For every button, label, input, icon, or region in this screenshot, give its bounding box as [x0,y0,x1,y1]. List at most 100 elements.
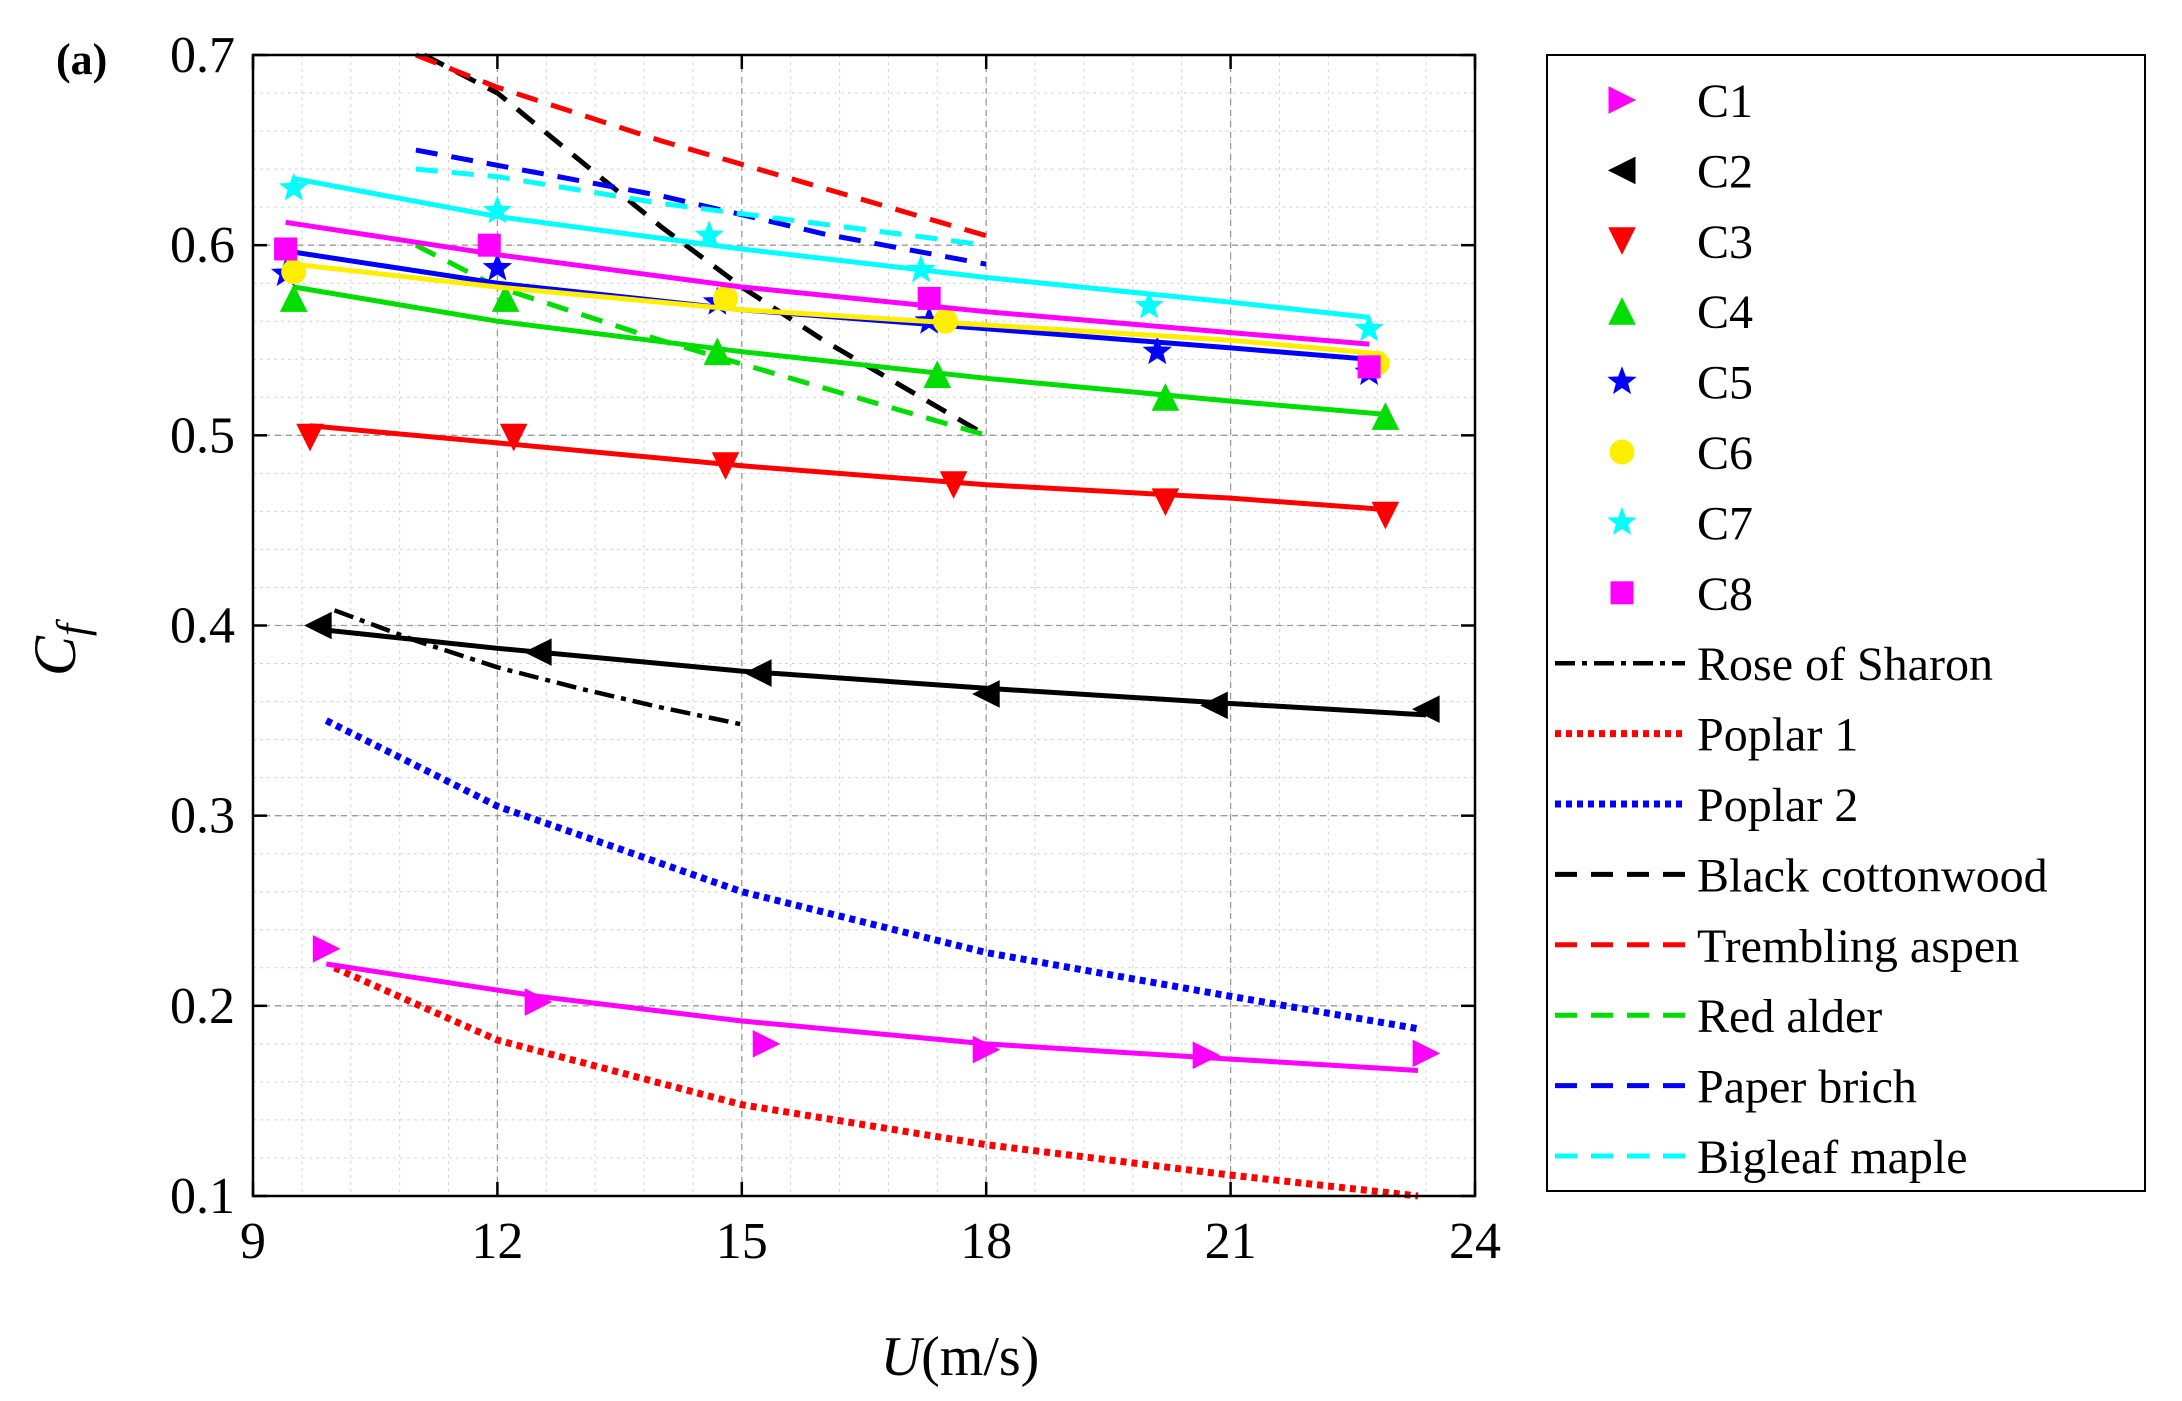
legend-label-c5: C5 [1697,357,1753,410]
series-line-c4 [293,284,1386,417]
legend-marker-c3 [1608,227,1636,255]
data-point-c3 [711,452,740,480]
data-point-c5 [1142,336,1172,365]
tick-labels: 9 12 15 18 21 24 0.1 0.2 0.3 0.4 0.5 0.6 0.7 [170,27,1501,1270]
data-point-c2 [1200,691,1228,720]
data-point-c7 [1354,313,1384,342]
y-tick-label: 0.2 [170,978,235,1035]
legend-marker-c5 [1607,366,1637,395]
series-line-trembling-aspen [414,52,987,239]
legend-label-rose-of-sharon: Rose of Sharon [1697,638,1993,691]
series-line-rose-of-sharon [333,608,743,727]
data-point-c2 [304,611,332,640]
series-black-cottonwood [422,52,988,438]
legend-label-bigleaf-maple: Bigleaf maple [1697,1131,1968,1184]
data-point-c4 [923,360,952,388]
legend-label-poplar-1: Poplar 1 [1697,709,1858,762]
legend-label-poplar-2: Poplar 2 [1697,779,1858,832]
series-c1 [312,934,1441,1073]
series-trembling-aspen [414,52,987,239]
legend-entry-poplar-1: Poplar 1 [1555,709,1858,762]
data-point-c2 [743,659,772,687]
series-c7 [279,172,1384,342]
legend-entry-black-cottonwood: Black cottonwood [1555,849,2048,902]
series-c6 [281,259,1390,376]
data-point-c8 [1357,355,1381,379]
legend-entry-c3: C3 [1608,216,1753,269]
series-bigleaf-maple [415,166,987,248]
data-point-c7 [906,254,936,283]
data-point-c1 [752,1030,781,1058]
legend-entry-c5: C5 [1607,357,1753,410]
series-c3 [296,423,1400,530]
legend-entry-rose-of-sharon: Rose of Sharon [1555,638,1993,691]
legend-label-black-cottonwood: Black cottonwood [1697,849,2048,902]
legend-marker-c1 [1608,86,1637,114]
series-line-c2 [317,626,1427,718]
legend-entry-paper-brich: Paper brich [1555,1061,1917,1114]
series-line-paper-brich [415,147,987,267]
data-point-c2 [524,638,552,666]
y-tick-label: 0.1 [170,1168,235,1225]
series-line-c7 [293,176,1370,320]
data-point-c8 [477,233,501,257]
legend-label-c7: C7 [1697,497,1753,550]
data-point-c6 [281,259,307,285]
x-axis-label-unit: (m/s) [921,1326,1039,1388]
x-axis-label: U(m/s) [881,1326,1040,1388]
legend-marker-c2 [1607,156,1636,185]
legend-entry-c6: C6 [1609,427,1753,480]
x-tick-label: 24 [1449,1213,1501,1270]
legend-label-red-alder: Red alder [1697,990,1882,1043]
legend-entry-c8: C8 [1610,568,1753,621]
legend-marker-c4 [1608,297,1636,325]
legend-label-c4: C4 [1697,286,1753,339]
data-point-c1 [524,988,553,1016]
data-point-c4 [1151,383,1180,411]
data-point-c3 [499,423,528,452]
x-tick-label: 9 [240,1213,266,1270]
data-point-c2 [1412,695,1440,723]
series-line-c8 [285,219,1370,347]
panel-label: (a) [56,35,107,84]
y-tick-label: 0.4 [170,598,235,655]
series-poplar-1 [333,964,1419,1200]
series-line-black-cottonwood [422,52,988,438]
series-line-poplar-1 [333,964,1419,1200]
series-rose-of-sharon [333,608,743,727]
series-c8 [274,219,1381,379]
series-paper-brich [415,147,987,267]
data-point-c1 [1412,1039,1441,1068]
series-line-bigleaf-maple [415,166,987,248]
data-point-c4 [1371,402,1400,430]
data-point-c1 [972,1035,1001,1064]
legend-label-c1: C1 [1697,75,1753,128]
x-tick-label: 15 [716,1213,768,1270]
data-point-c7 [1134,290,1164,319]
legend-label-trembling-aspen: Trembling aspen [1697,920,2019,973]
data-point-c6 [713,285,739,311]
series-layer [270,52,1441,1200]
legend-entry-trembling-aspen: Trembling aspen [1555,920,2019,973]
series-line-c1 [325,961,1419,1073]
legend-marker-c7 [1607,506,1637,535]
legend-marker-c6 [1609,439,1635,465]
data-point-c6 [932,308,958,334]
legend-marker-c8 [1610,581,1634,605]
x-axis-label-symbol: U [881,1326,925,1388]
legend-label-c6: C6 [1697,427,1753,480]
data-point-c3 [296,423,324,452]
data-point-c1 [1192,1041,1221,1070]
data-point-c3 [1151,488,1180,517]
x-tick-label: 21 [1205,1213,1257,1270]
series-c2 [304,611,1440,723]
y-axis-label-symbol: C [22,635,88,676]
series-poplar-2 [324,717,1419,1033]
data-point-c8 [274,237,298,261]
legend-entry-c2: C2 [1607,145,1753,198]
data-point-c1 [312,934,341,963]
legend-entry-bigleaf-maple: Bigleaf maple [1555,1131,1968,1184]
x-tick-label: 18 [960,1213,1012,1270]
data-point-c7 [482,195,513,224]
